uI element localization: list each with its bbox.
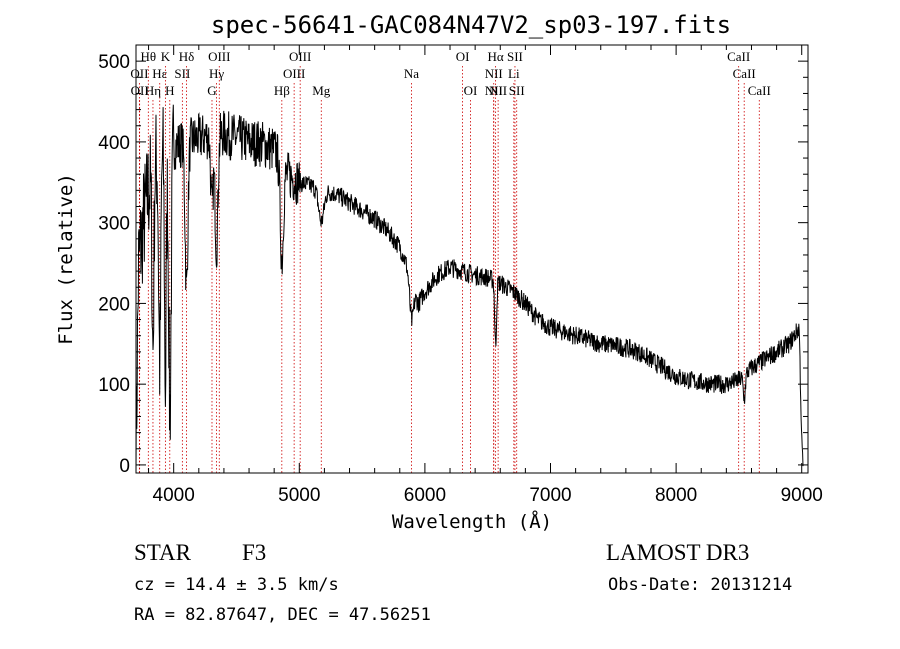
spectral-line-label: CaII	[727, 49, 750, 64]
y-tick-label: 100	[98, 375, 130, 396]
x-axis-ticks: 4000 5000 6000 7000 8000 9000	[148, 45, 823, 506]
y-tick-label: 200	[98, 294, 130, 315]
spectral-line-markers	[138, 66, 760, 473]
spectral-line-label: Hε	[152, 66, 167, 81]
spectral-line-labels: HθOIIOIIHηHεKHSIIHδGHγOIIIHβOIIIOIIIMgNa…	[130, 49, 770, 98]
spectral-line-label: K	[161, 49, 171, 64]
spectrum-line	[135, 104, 804, 474]
y-tick-label: 400	[98, 133, 130, 154]
spectral-line-label: NII	[489, 83, 507, 98]
spectral-line-label: Na	[404, 66, 419, 81]
spectral-line-label: SII	[509, 83, 525, 98]
obs-date: Obs-Date: 20131214	[608, 575, 792, 595]
plot-frame	[135, 44, 809, 474]
spectral-line-label: Hβ	[274, 83, 290, 98]
y-tick-label: 500	[98, 52, 130, 73]
spectral-line-label: OII	[130, 66, 148, 81]
x-tick-label: 7000	[529, 485, 571, 506]
spectral-line-label: Hδ	[179, 49, 195, 64]
redshift-readout: cz = 14.4 ± 3.5 km/s	[134, 575, 339, 595]
spectral-line-label: Hγ	[209, 66, 224, 81]
spectral-line-label: Li	[508, 66, 520, 81]
spectrum-layer	[135, 104, 804, 474]
spectral-line-label: OIII	[289, 49, 311, 64]
x-tick-label: 5000	[278, 485, 320, 506]
spectral-line-label: CaII	[748, 83, 771, 98]
spectral-line-label: OII	[131, 83, 149, 98]
y-axis-label: Flux (relative)	[55, 173, 77, 345]
spectral-line-label: NII	[485, 83, 503, 98]
spectral-line-label: SII	[507, 49, 523, 64]
object-subclass: F3	[242, 540, 266, 565]
spectral-line-label: OIII	[208, 49, 230, 64]
y-tick-label: 0	[119, 456, 130, 477]
spectral-line-label: Hθ	[140, 49, 156, 64]
spectral-line-label: Hα	[488, 49, 504, 64]
spectral-line-label: Mg	[312, 83, 331, 98]
spectral-line-label: CaII	[733, 66, 756, 81]
x-tick-label: 4000	[153, 485, 195, 506]
x-axis-label: Wavelength (Å)	[392, 510, 552, 533]
chart-title: spec-56641-GAC084N47V2_sp03-197.fits	[211, 11, 731, 39]
y-tick-label: 300	[98, 214, 130, 235]
coordinates-readout: RA = 82.87647, DEC = 47.56251	[134, 605, 431, 625]
spectral-line-label: OI	[456, 49, 470, 64]
object-class: STAR	[134, 540, 192, 565]
survey-name: LAMOST DR3	[606, 540, 749, 565]
x-tick-label: 8000	[655, 485, 697, 506]
spectral-line-label: OI	[464, 83, 478, 98]
y-axis-ticks: 0 100 200 300 400 500	[98, 52, 808, 477]
x-tick-label: 6000	[404, 485, 446, 506]
spectral-line-label: SII	[174, 66, 190, 81]
spectral-line-label: H	[165, 83, 174, 98]
x-tick-label: 9000	[781, 485, 823, 506]
spectral-line-label: OIII	[283, 66, 305, 81]
spectral-line-label: Hη	[145, 83, 161, 98]
spectral-line-label: G	[207, 83, 216, 98]
spectral-line-label: NII	[485, 66, 503, 81]
